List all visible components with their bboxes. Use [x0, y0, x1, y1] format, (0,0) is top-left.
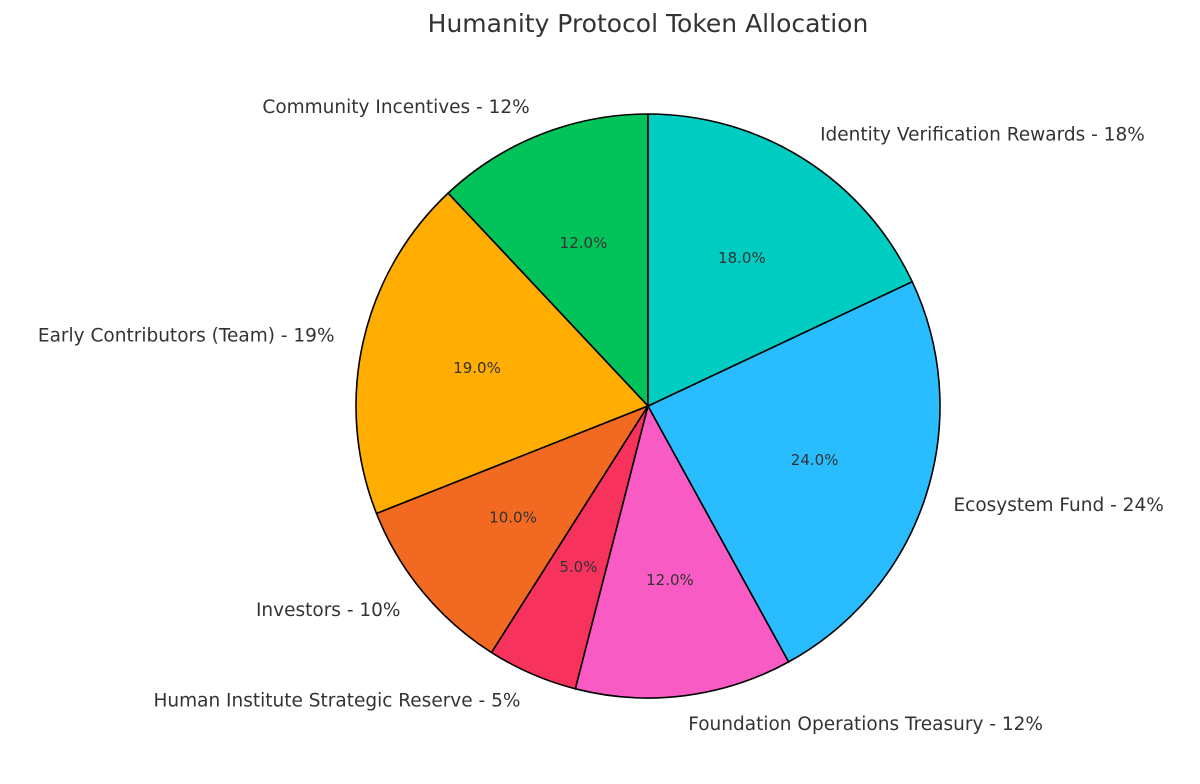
pct-label-early-contributors-team: 19.0% [453, 359, 501, 377]
label-foundation-operations-treasury: Foundation Operations Treasury - 12% [688, 714, 1043, 735]
percent-labels: 12.0% 19.0% 10.0% 5.0% 12.0% 24.0% 18.0% [453, 234, 838, 589]
slice-early-contributors-team [355, 192, 650, 515]
label-community-incentives: Community Incentives - 12% [262, 97, 529, 118]
label-ecosystem-fund: Ecosystem Fund - 24% [953, 495, 1163, 516]
label-identity-verification-rewards: Identity Verification Rewards - 18% [820, 124, 1145, 145]
label-investors: Investors - 10% [256, 600, 401, 621]
slice-investors [375, 404, 650, 654]
label-early-contributors-team: Early Contributors (Team) - 19% [38, 325, 335, 346]
pie-slices [355, 113, 941, 699]
slice-labels: Community Incentives - 12% Early Contribu… [38, 97, 1164, 735]
label-human-institute-strategic-reserve: Human Institute Strategic Reserve - 5% [153, 690, 520, 711]
pct-label-community-incentives: 12.0% [560, 234, 608, 252]
pct-label-human-institute-strategic-reserve: 5.0% [559, 558, 597, 576]
slice-identity-verification-rewards [647, 113, 914, 408]
pct-label-investors: 10.0% [489, 509, 537, 527]
pct-label-ecosystem-fund: 24.0% [791, 451, 839, 469]
slice-ecosystem-fund [646, 280, 941, 663]
pct-label-identity-verification-rewards: 18.0% [718, 249, 766, 267]
pct-label-foundation-operations-treasury: 12.0% [646, 571, 694, 589]
chart-title: Humanity Protocol Token Allocation [428, 9, 869, 38]
slice-foundation-operations-treasury [574, 403, 790, 699]
slice-community-incentives [446, 113, 649, 409]
